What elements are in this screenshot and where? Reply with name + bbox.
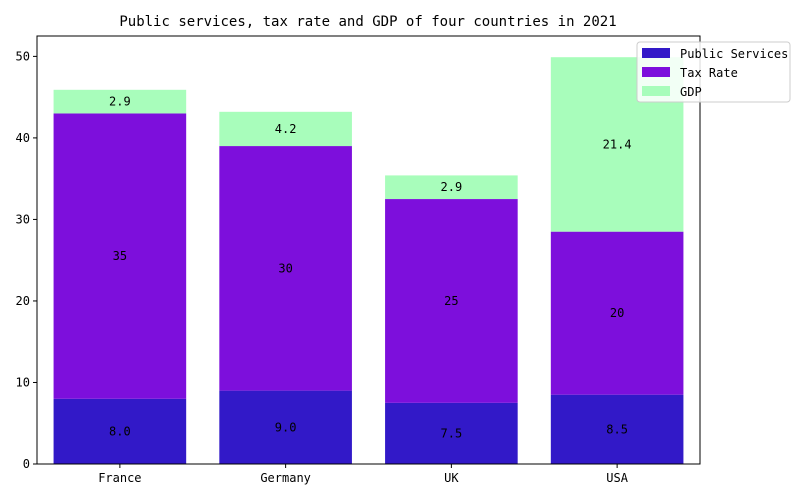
y-tick-label: 20 <box>16 294 30 308</box>
axes-frame <box>36 35 701 465</box>
y-tick-label: 0 <box>23 457 30 471</box>
bar-tax-rate-france <box>53 113 187 399</box>
data-label: 8.0 <box>109 424 131 438</box>
data-label: 30 <box>278 261 292 275</box>
legend-swatch <box>642 86 670 96</box>
plot-area: 8.0 35 2.9 France 9.0 30 4.2 Germany 7.5 25 2.9 UK 8… <box>16 35 701 485</box>
data-label: 8.5 <box>606 422 628 436</box>
chart-title: Public services, tax rate and GDP of fou… <box>119 14 616 30</box>
data-label: 4.2 <box>275 122 297 136</box>
data-label: 25 <box>444 294 458 308</box>
data-label: 7.5 <box>441 426 463 440</box>
y-tick-label: 10 <box>16 375 30 389</box>
data-label: 9.0 <box>275 420 297 434</box>
data-label: 35 <box>113 249 127 263</box>
bar-gdp-france <box>53 89 187 114</box>
y-tick-label: 30 <box>16 212 30 226</box>
bar-tax-rate-germany <box>219 146 352 391</box>
legend-swatch <box>642 48 670 58</box>
y-tick-label: 50 <box>16 49 30 63</box>
bar-tax-rate-usa <box>550 231 684 395</box>
legend-label: GDP <box>680 85 702 99</box>
x-tick-label: Germany <box>260 471 311 485</box>
data-label: 20 <box>610 306 624 320</box>
data-label: 2.9 <box>109 95 131 109</box>
legend: Public Services Tax Rate GDP <box>636 41 791 103</box>
bar-gdp-germany <box>219 111 352 147</box>
bar-public-services-germany <box>219 390 352 464</box>
legend-swatch <box>642 67 670 77</box>
bar-public-services-france <box>53 398 187 464</box>
legend-label: Public Services <box>680 47 788 61</box>
y-tick-label: 40 <box>16 131 30 145</box>
legend-label: Tax Rate <box>680 66 738 80</box>
x-tick-label: USA <box>606 471 628 485</box>
x-tick-label: UK <box>444 471 459 485</box>
data-label: 21.4 <box>603 137 632 151</box>
x-tick-label: France <box>98 471 141 485</box>
bar-tax-rate-uk <box>385 199 518 403</box>
legend-box <box>636 41 791 103</box>
data-label: 2.9 <box>441 180 463 194</box>
bar-public-services-usa <box>550 394 684 464</box>
bar-public-services-uk <box>385 402 518 464</box>
bar-gdp-uk <box>385 175 518 200</box>
